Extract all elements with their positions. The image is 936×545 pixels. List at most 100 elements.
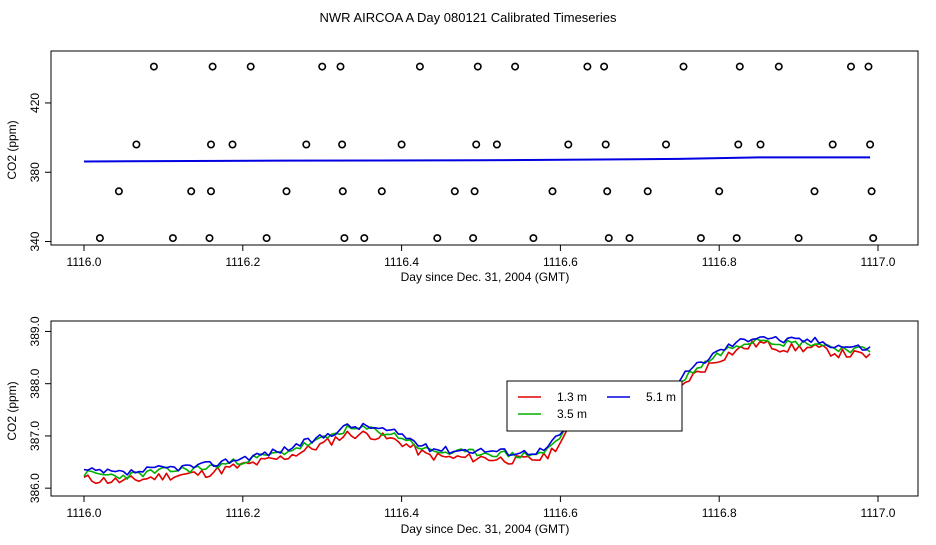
top-panel-axes: 1116.0 1116.2 1116.4 1116.6 1116.8 1117.0 340 3…	[28, 93, 896, 269]
top-reference-point	[601, 140, 610, 149]
top-reference-point	[472, 140, 481, 149]
top-reference-point	[338, 187, 347, 196]
top-reference-point	[336, 62, 345, 71]
top-panel: 1116.0 1116.2 1116.4 1116.6 1116.8 1117.0 340 3…	[5, 50, 919, 284]
top-reference-point	[470, 187, 479, 196]
bottom-panel: 1116.0 1116.2 1116.4 1116.6 1116.8 1117.0 386.…	[5, 316, 919, 536]
bottom-xtick-label: 1117.0	[861, 506, 896, 520]
top-reference-point	[415, 62, 424, 71]
top-reference-point	[548, 187, 557, 196]
top-reference-point	[318, 62, 327, 71]
top-reference-point	[735, 62, 744, 71]
top-reference-point	[511, 62, 520, 71]
top-reference-point	[207, 187, 216, 196]
top-reference-point	[205, 234, 214, 243]
top-reference-point	[810, 187, 819, 196]
top-reference-point	[208, 62, 217, 71]
top-reference-point	[564, 140, 573, 149]
legend-label-green: 3.5 m	[557, 407, 587, 421]
top-reference-point	[338, 140, 347, 149]
top-reference-point	[794, 234, 803, 243]
top-panel-xlabel: Day since Dec. 31, 2004 (GMT)	[401, 270, 570, 284]
top-reference-point	[583, 62, 592, 71]
top-xtick-label: 1116.6	[543, 255, 578, 269]
top-reference-point	[149, 62, 158, 71]
top-reference-point	[734, 140, 743, 149]
top-reference-point	[114, 187, 123, 196]
bottom-ytick-label: 389.0	[28, 316, 42, 346]
top-reference-point	[473, 62, 482, 71]
series-line-green	[83, 338, 871, 480]
bottom-panel-xlabel: Day since Dec. 31, 2004 (GMT)	[401, 522, 570, 536]
top-reference-point	[867, 187, 876, 196]
top-ytick-label: 420	[28, 93, 42, 113]
top-xtick-label: 1116.2	[225, 255, 260, 269]
bottom-xtick-label: 1116.0	[67, 506, 102, 520]
top-reference-point	[604, 234, 613, 243]
top-reference-point	[864, 62, 873, 71]
top-calibrated-line	[83, 156, 871, 163]
bottom-panel-marks	[83, 335, 871, 485]
top-ytick-label: 340	[28, 231, 42, 251]
top-reference-point	[869, 234, 878, 243]
top-reference-point	[433, 234, 442, 243]
top-reference-point	[262, 234, 271, 243]
top-reference-point	[756, 140, 765, 149]
top-reference-point	[228, 140, 237, 149]
top-reference-point	[360, 234, 369, 243]
top-panel-ylabel: CO2 (ppm)	[5, 120, 19, 179]
legend: 1.3 m 3.5 m 5.1 m	[506, 380, 683, 432]
top-xtick-label: 1116.8	[702, 255, 737, 269]
top-reference-point	[774, 62, 783, 71]
bottom-xtick-label: 1116.2	[225, 506, 260, 520]
bottom-panel-frame	[50, 320, 919, 497]
bottom-ytick-label: 386.0	[28, 473, 42, 503]
top-reference-point	[95, 234, 104, 243]
top-reference-point	[397, 140, 406, 149]
top-reference-point	[132, 140, 141, 149]
series-line-blue	[83, 335, 871, 476]
legend-box	[506, 380, 683, 432]
bottom-ytick-label: 387.0	[28, 421, 42, 451]
top-reference-point	[302, 140, 311, 149]
top-reference-point	[529, 234, 538, 243]
bottom-xtick-label: 1116.8	[702, 506, 737, 520]
top-reference-point	[696, 234, 705, 243]
top-reference-point	[828, 140, 837, 149]
top-panel-frame	[50, 50, 919, 246]
bottom-ytick-label: 388.0	[28, 368, 42, 398]
top-reference-point	[282, 187, 291, 196]
top-ytick-label: 380	[28, 162, 42, 182]
top-xtick-label: 1116.4	[384, 255, 419, 269]
top-reference-point	[732, 234, 741, 243]
top-reference-point	[625, 234, 634, 243]
bottom-panel-ylabel: CO2 (ppm)	[5, 381, 19, 440]
top-reference-point	[492, 140, 501, 149]
top-reference-point	[469, 234, 478, 243]
chart-title: NWR AIRCOA A Day 080121 Calibrated Times…	[320, 10, 617, 25]
top-reference-point	[187, 187, 196, 196]
top-panel-marks	[83, 62, 878, 243]
top-reference-point	[246, 62, 255, 71]
top-reference-point	[168, 234, 177, 243]
bottom-xtick-label: 1116.4	[384, 506, 419, 520]
top-reference-point	[340, 234, 349, 243]
top-reference-point	[603, 187, 612, 196]
top-reference-point	[846, 62, 855, 71]
bottom-panel-axes: 1116.0 1116.2 1116.4 1116.6 1116.8 1117.0 386.…	[28, 316, 896, 520]
top-reference-point	[661, 140, 670, 149]
legend-label-blue: 5.1 m	[646, 390, 676, 404]
top-reference-point	[207, 140, 216, 149]
top-xtick-label: 1116.0	[67, 255, 102, 269]
bottom-xtick-label: 1116.6	[543, 506, 578, 520]
top-xtick-label: 1117.0	[861, 255, 896, 269]
top-reference-point	[450, 187, 459, 196]
top-reference-point	[715, 187, 724, 196]
top-reference-point	[866, 140, 875, 149]
top-reference-point	[377, 187, 386, 196]
top-reference-point	[643, 187, 652, 196]
top-reference-point	[600, 62, 609, 71]
top-reference-point	[679, 62, 688, 71]
legend-label-red: 1.3 m	[557, 390, 587, 404]
